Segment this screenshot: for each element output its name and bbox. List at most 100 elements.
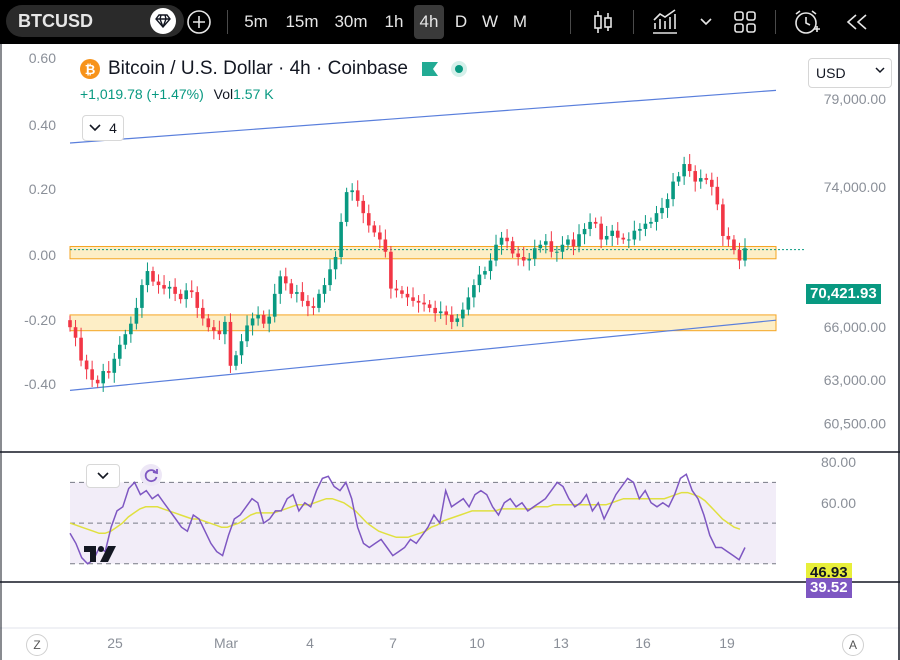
candle [466, 297, 471, 310]
candle [671, 181, 675, 200]
candle [112, 358, 117, 373]
candle [117, 344, 122, 359]
candle [527, 258, 532, 261]
candle [350, 190, 354, 193]
interval-d[interactable]: D [452, 0, 470, 44]
candle [704, 178, 709, 180]
alert-clock-icon[interactable] [790, 0, 824, 44]
candle [366, 213, 371, 226]
candle [544, 241, 548, 245]
tradingview-logo [84, 546, 116, 562]
candle [449, 314, 454, 322]
interval-label: 30m [334, 12, 368, 31]
candle [228, 321, 233, 366]
interval-4h[interactable]: 4h [414, 5, 444, 39]
candle [223, 321, 227, 335]
interval-label: M [512, 12, 528, 31]
price-scale: 79,000.00 74,000.00 66,000.00 63,000.00 60,5… [824, 91, 886, 432]
support-zone [69, 245, 777, 260]
candle [84, 360, 89, 370]
candle [383, 239, 388, 252]
candle [405, 293, 410, 298]
support-zone [69, 314, 777, 332]
status-dot-icon [450, 61, 467, 77]
candle [710, 179, 714, 187]
interval-label: 1h [384, 12, 404, 31]
candle [79, 337, 83, 361]
timezone-button[interactable]: Z [26, 634, 48, 656]
indicators-icon[interactable] [648, 0, 682, 44]
divider [775, 10, 776, 34]
chevron-down-icon [875, 65, 885, 77]
candle [106, 371, 111, 373]
interval-label: 5m [244, 12, 268, 31]
divider [633, 10, 634, 34]
candle [317, 293, 321, 308]
candle [250, 318, 255, 326]
price-tick: 63,000.00 [824, 372, 886, 388]
candles-icon[interactable] [588, 0, 618, 44]
candle [306, 300, 310, 307]
candle [494, 244, 498, 261]
time-axis: 25 Mar 4 7 10 13 16 19 [107, 635, 735, 651]
candle [283, 276, 288, 284]
chart-area[interactable]: 0.60 0.40 0.20 0.00 -0.20 -0.40 79,000.00 74,0… [0, 44, 900, 660]
candle [721, 204, 725, 236]
candle [737, 250, 742, 261]
interval-w[interactable]: W [480, 0, 500, 44]
candle [654, 213, 659, 222]
candle [167, 286, 172, 289]
symbol-label: BTCUSD [18, 10, 93, 31]
compare-plus-icon[interactable] [184, 0, 214, 44]
interval-30m[interactable]: 30m [331, 0, 371, 44]
left-scale-tick: 0.60 [29, 50, 56, 66]
diamond-icon[interactable] [150, 8, 176, 34]
candle [549, 241, 554, 252]
candle [627, 239, 631, 241]
rsi-collapse-button[interactable] [86, 464, 120, 488]
interval-label: 15m [285, 12, 319, 31]
candle [245, 325, 249, 342]
rsi-refresh-icon[interactable] [140, 464, 162, 486]
interval-m[interactable]: M [510, 0, 530, 44]
volume-label: Vol [213, 86, 234, 102]
candle [505, 237, 509, 242]
chevron-down-icon[interactable] [696, 0, 716, 44]
candle [687, 164, 692, 172]
candle [206, 318, 211, 328]
top-toolbar: BTCUSD 5m 15m 30m 1h 4h D W M [0, 0, 900, 44]
replay-rewind-icon[interactable] [840, 0, 874, 44]
candle [438, 311, 443, 314]
rsi-line [69, 473, 746, 565]
candle [638, 228, 642, 231]
candle [499, 237, 504, 245]
auto-scale-button[interactable]: A [842, 634, 864, 656]
chart-legend: ₿ Bitcoin / U.S. Dollar · 4h · Coinbase … [80, 58, 468, 102]
rsi-band [70, 481, 776, 565]
indicators-collapse-button[interactable]: 4 [82, 115, 124, 141]
rsi-ma-badge: 46.93 [806, 563, 852, 584]
candle [510, 241, 515, 254]
candle [621, 237, 626, 240]
symbol-search[interactable]: BTCUSD [6, 5, 184, 37]
layout-grid-icon[interactable] [730, 0, 760, 44]
candle [400, 290, 404, 294]
rsi-value-badge: 39.52 [806, 578, 852, 599]
rsi-tick: 60.00 [821, 495, 856, 511]
candle [743, 248, 747, 261]
candle [134, 307, 139, 324]
candle [217, 330, 222, 335]
candle [239, 341, 244, 356]
candle [483, 271, 487, 275]
chevron-down-icon [89, 124, 101, 132]
currency-label: USD [816, 65, 846, 81]
interval-label: 4h [419, 12, 439, 31]
left-scale-tick: -0.20 [24, 312, 56, 328]
interval-1h[interactable]: 1h [380, 0, 408, 44]
candle [344, 192, 349, 222]
currency-select[interactable]: USD [808, 58, 892, 88]
interval-5m[interactable]: 5m [240, 0, 272, 44]
interval-15m[interactable]: 15m [282, 0, 322, 44]
candle [278, 276, 283, 294]
candle [295, 292, 299, 294]
